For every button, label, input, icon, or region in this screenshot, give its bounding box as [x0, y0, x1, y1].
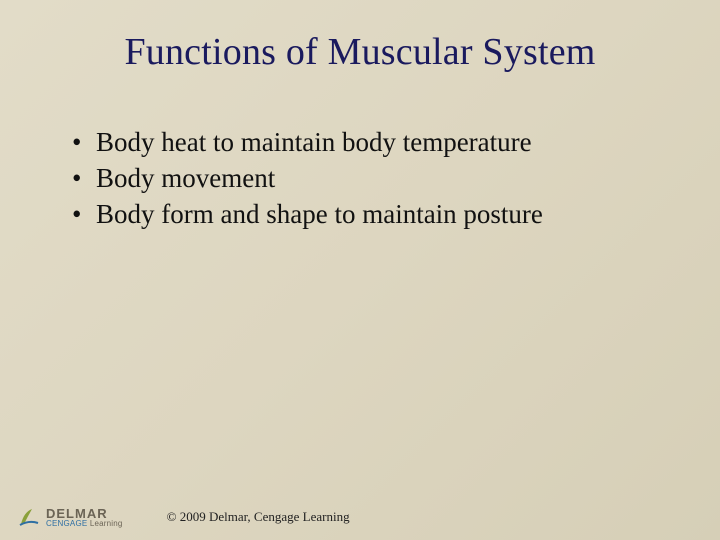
bullet-list: Body heat to maintain body temperature B…: [48, 126, 672, 231]
logo-text: DELMAR CENGAGE Learning: [46, 507, 123, 528]
brand-name-bottom: CENGAGE Learning: [46, 520, 123, 528]
list-item: Body heat to maintain body temperature: [72, 126, 672, 160]
publisher-logo: DELMAR CENGAGE Learning: [18, 506, 123, 528]
brand-rest: Learning: [87, 519, 122, 528]
list-item: Body form and shape to maintain posture: [72, 198, 672, 232]
copyright-text: © 2009 Delmar, Cengage Learning: [167, 509, 350, 525]
footer: DELMAR CENGAGE Learning © 2009 Delmar, C…: [0, 506, 720, 528]
logo-mark-icon: [18, 506, 40, 528]
slide-title: Functions of Muscular System: [48, 30, 672, 74]
slide-container: Functions of Muscular System Body heat t…: [0, 0, 720, 540]
list-item: Body movement: [72, 162, 672, 196]
brand-accent: CENGAGE: [46, 519, 87, 528]
